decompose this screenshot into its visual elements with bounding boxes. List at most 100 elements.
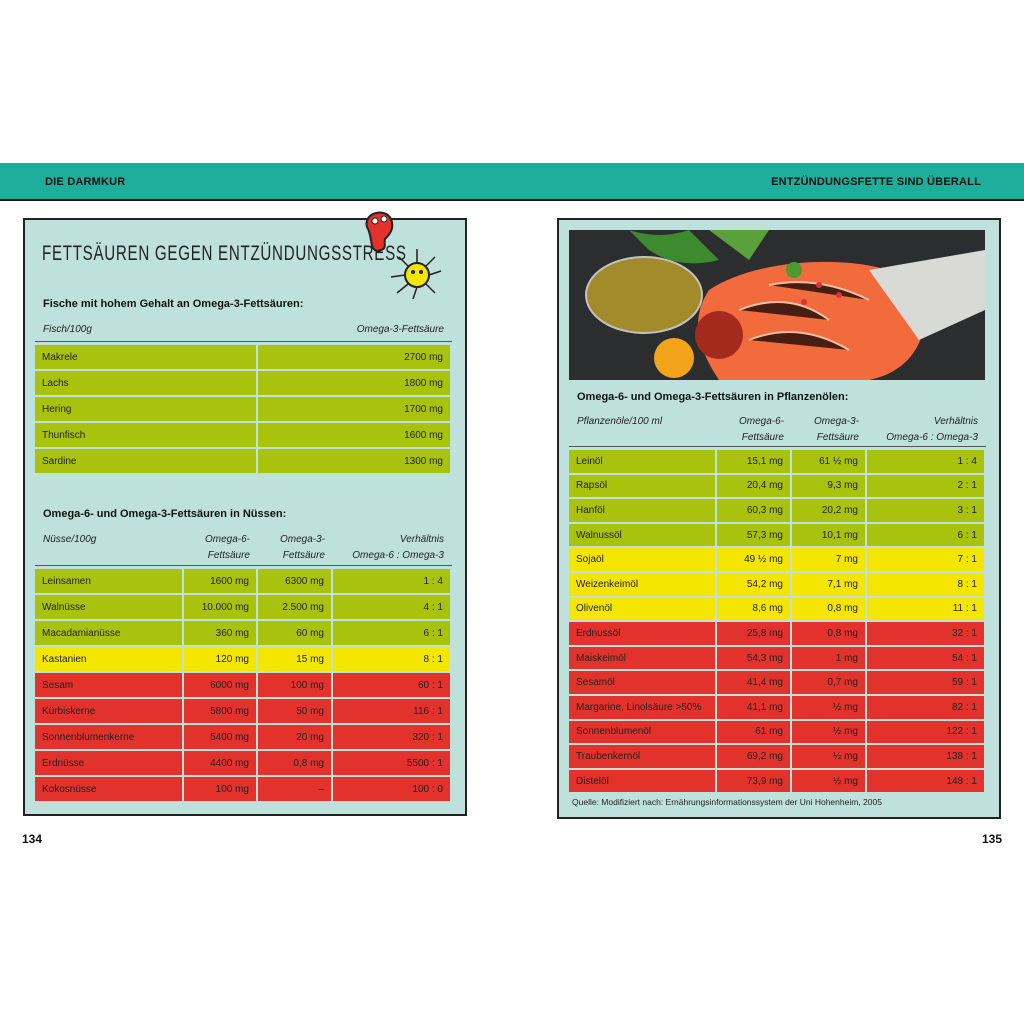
table-cell: ½ mg <box>792 696 865 719</box>
table-cell: Sesam <box>35 673 182 697</box>
column-header: Fettsäure <box>741 432 784 443</box>
table-cell: Weizenkeimöl <box>569 573 715 596</box>
column-header: Omega-3-Fettsäure <box>356 324 444 335</box>
table-cell: 41,1 mg <box>717 696 790 719</box>
table-cell: 1 : 4 <box>867 450 984 473</box>
table-cell: 0,8 mg <box>258 751 331 775</box>
table-cell: 61 mg <box>717 720 790 744</box>
table-cell: 32 : 1 <box>867 622 984 645</box>
column-header: Fettsäure <box>282 550 325 561</box>
table-cell: 1800 mg <box>258 371 450 395</box>
table-cell: 1600 mg <box>184 569 256 593</box>
table-cell: Kokosnüsse <box>35 777 182 801</box>
table-cell: 11 : 1 <box>867 597 984 621</box>
table-cell: 10.000 mg <box>184 595 256 619</box>
table-cell: 7 : 1 <box>867 548 984 571</box>
header-right: ENTZÜNDUNGSFETTE SIND ÜBERALL <box>771 176 981 188</box>
table-cell: 15,1 mg <box>717 450 790 473</box>
table-cell: 360 mg <box>184 621 256 645</box>
table-cell: 0,7 mg <box>792 671 865 694</box>
table-cell: 60 : 1 <box>333 673 450 697</box>
table-cell: 20,4 mg <box>717 474 790 498</box>
table-cell: 122 : 1 <box>867 720 984 744</box>
table-cell: Walnussöl <box>569 523 715 547</box>
table-cell: Rapsöl <box>569 474 715 498</box>
header-rule <box>569 446 986 447</box>
table-cell: Hering <box>35 397 256 421</box>
table-cell: Maiskeimöl <box>569 646 715 670</box>
table-cell: 49 ½ mg <box>717 548 790 571</box>
table-cell: 5400 mg <box>184 725 256 749</box>
table-cell: Lachs <box>35 371 256 395</box>
table-cell: 25,8 mg <box>717 622 790 645</box>
column-header: Omega-3- <box>279 534 325 545</box>
table-heading: Fische mit hohem Gehalt an Omega-3-Fetts… <box>43 298 304 310</box>
table-cell: 15 mg <box>258 647 331 671</box>
table-cell: 1300 mg <box>258 449 450 473</box>
header-rule <box>35 565 452 566</box>
table-cell: Thunfisch <box>35 423 256 447</box>
table-cell: Distelöl <box>569 769 715 793</box>
table-cell: 60 mg <box>258 621 331 645</box>
header-band <box>0 163 1024 201</box>
table-cell: 100 mg <box>184 777 256 801</box>
table-cell: 20 mg <box>258 725 331 749</box>
column-header: Verhältnis <box>399 534 444 545</box>
table-cell: 1 mg <box>792 646 865 670</box>
table-cell: 10,1 mg <box>792 523 865 547</box>
table-cell: 73,9 mg <box>717 769 790 793</box>
table-cell: 8 : 1 <box>333 647 450 671</box>
table-cell: 41,4 mg <box>717 671 790 694</box>
header-rule <box>35 341 452 342</box>
table-cell: ½ mg <box>792 745 865 768</box>
table-cell: Erdnüsse <box>35 751 182 775</box>
table-cell: 138 : 1 <box>867 745 984 768</box>
table-cell: Traubenkernöl <box>569 745 715 768</box>
column-header: Fettsäure <box>816 432 859 443</box>
table-cell: 59 : 1 <box>867 671 984 694</box>
column-header: Nüsse/100g <box>43 534 97 545</box>
table-cell: Leinöl <box>569 450 715 473</box>
table-cell: 7 mg <box>792 548 865 571</box>
table-cell: 0,8 mg <box>792 622 865 645</box>
table-cell: ½ mg <box>792 720 865 744</box>
table-cell: 82 : 1 <box>867 696 984 719</box>
table-cell: – <box>258 777 331 801</box>
table-cell: 1 : 4 <box>333 569 450 593</box>
column-header: Fisch/100g <box>43 324 92 335</box>
table-cell: 5500 : 1 <box>333 751 450 775</box>
table-cell: Olivenöl <box>569 597 715 621</box>
table-cell: 20,2 mg <box>792 499 865 522</box>
table-cell: 1600 mg <box>258 423 450 447</box>
table-cell: 6000 mg <box>184 673 256 697</box>
table-cell: 2 : 1 <box>867 474 984 498</box>
table-cell: 1700 mg <box>258 397 450 421</box>
page-number: 134 <box>22 832 43 846</box>
table-cell: 148 : 1 <box>867 769 984 793</box>
table-cell: 116 : 1 <box>333 699 450 723</box>
table-cell: Hanföl <box>569 499 715 522</box>
header-left: DIE DARMKUR <box>45 176 126 188</box>
table-cell: 8,6 mg <box>717 597 790 621</box>
table-cell: 57,3 mg <box>717 523 790 547</box>
table-cell: 2700 mg <box>258 345 450 369</box>
table-cell: Walnüsse <box>35 595 182 619</box>
table-cell: 69,2 mg <box>717 745 790 768</box>
table-cell: Sesamöl <box>569 671 715 694</box>
food-photo <box>569 230 985 380</box>
column-header: Verhältnis <box>933 416 978 427</box>
table-cell: ½ mg <box>792 769 865 793</box>
table-cell: Makrele <box>35 345 256 369</box>
table-cell: Erdnussöl <box>569 622 715 645</box>
column-header: Fettsäure <box>207 550 250 561</box>
page-title: FETTSÄUREN GEGEN ENTZÜNDUNGSSTRESS <box>42 242 407 265</box>
mascots <box>365 211 442 300</box>
table-cell: 320 : 1 <box>333 725 450 749</box>
table-cell: Sonnenblumenkerne <box>35 725 182 749</box>
page-number: 135 <box>981 832 1002 846</box>
table-cell: Leinsamen <box>35 569 182 593</box>
table-cell: 6300 mg <box>258 569 331 593</box>
table-cell: 9,3 mg <box>792 474 865 498</box>
table-cell: 4400 mg <box>184 751 256 775</box>
